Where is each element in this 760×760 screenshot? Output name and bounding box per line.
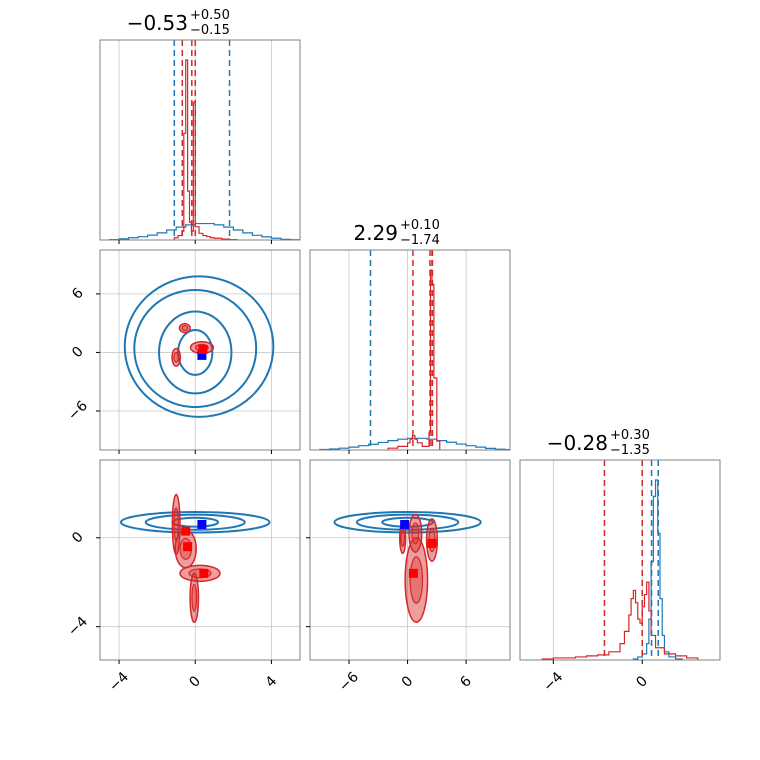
panel-2-2 [519,459,721,664]
panel-1-1 [309,249,511,454]
panel-content [541,460,699,660]
panel-content [100,250,300,450]
blue-contour [123,275,275,418]
x-tick-label: −4 [540,669,566,695]
panel-frame [99,249,301,451]
panel-2-1 [306,459,511,664]
x-tick-label: 0 [399,673,417,691]
blue-contour [144,513,246,531]
histogram-red [173,59,238,240]
blue-contour [177,329,214,376]
blue-contour [133,289,258,409]
red-contour-inner [173,351,180,363]
title-minus: −1.35 [610,443,650,458]
histogram-red [387,269,441,450]
panel-frame [309,459,511,661]
panel-content [108,40,300,240]
red-contour [408,513,423,553]
blue-contour [333,511,482,534]
title-value: 2.29 [353,221,398,245]
x-tick-label: 6 [457,673,475,691]
title-plus: +0.30 [610,428,650,443]
marker-red [199,568,209,578]
red-contour [189,572,200,623]
panel-title-1: 2.29 +0.10−1.74 [353,218,439,248]
panel-title-2: −0.28 +0.30−1.35 [547,428,650,458]
title-minus: −1.74 [400,233,440,248]
title-plus: +0.10 [400,218,440,233]
histogram-blue [319,437,510,450]
marker-red [408,568,418,578]
blue-contour [355,513,460,531]
marker-red [181,526,191,536]
red-contour [171,347,182,367]
x-tick-label: 0 [633,673,651,691]
marker-red [183,542,193,552]
x-tick-label: −4 [106,669,132,695]
y-tick-label: 6 [69,285,87,303]
x-tick-label: 0 [186,673,204,691]
panel-frame [519,459,721,661]
panel-content [319,250,510,450]
x-tick-label: 4 [263,673,281,691]
title-value: −0.28 [547,431,608,455]
y-tick-label: 0 [69,344,87,362]
marker-red [198,345,208,355]
marker-blue [400,519,410,529]
blue-contour [158,310,233,395]
panel-frame [99,459,301,661]
panel-content [100,460,300,660]
panel-content [310,460,510,660]
panel-frame [309,249,511,451]
red-contour [404,537,429,623]
panel-0-0 [99,39,301,244]
histogram-blue [108,222,300,240]
red-contour-inner [409,556,424,604]
marker-blue [197,350,207,360]
y-tick-label: 0 [69,529,87,547]
panel-title-0: −0.53 +0.50−0.15 [127,8,230,38]
blue-contour [119,511,271,534]
red-contour-inner [181,325,189,332]
title-value: −0.53 [127,11,188,35]
panel-frame [99,39,301,241]
marker-red [427,538,437,548]
title-minus: −0.15 [190,23,230,38]
marker-blue [197,519,207,529]
title-plus: +0.50 [190,8,230,23]
red-contour-inner [400,528,405,547]
x-tick-label: −6 [336,669,362,695]
panel-1-0 [96,249,301,454]
panel-2-0 [96,459,301,664]
y-tick-label: −4 [65,614,91,640]
red-contour-inner [191,583,198,612]
histogram-red [541,581,699,660]
y-tick-label: −6 [65,398,91,424]
